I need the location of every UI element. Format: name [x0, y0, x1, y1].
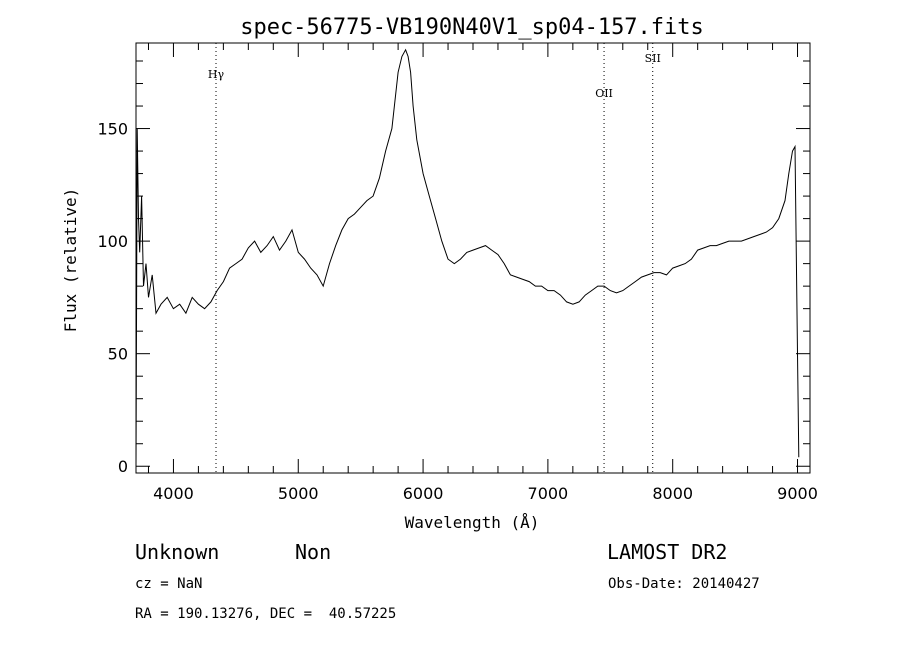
minor-ticks: [136, 43, 810, 473]
ra-dec: RA = 190.13276, DEC = 40.57225: [135, 606, 397, 622]
chart-title: spec-56775-VB190N40V1_sp04-157.fits: [240, 15, 704, 40]
y-tick-labels: 0 50 100 150: [97, 120, 128, 477]
y-tick-label: 100: [97, 232, 128, 251]
spectrum-line: [135, 48, 800, 467]
y-axis-label: Flux (relative): [61, 188, 80, 333]
x-tick-label: 8000: [652, 484, 693, 503]
x-tick-label: 7000: [528, 484, 569, 503]
major-ticks: [136, 43, 810, 473]
obs-date: Obs-Date: 20140427: [608, 576, 760, 592]
x-tick-label: 9000: [777, 484, 818, 503]
line-marker-label: OII: [595, 87, 613, 100]
x-tick-label: 6000: [403, 484, 444, 503]
plot-frame: [135, 42, 811, 474]
y-tick-label: 50: [108, 345, 128, 364]
x-axis-label: Wavelength (Å): [405, 513, 540, 532]
object-subclass: Non: [295, 540, 332, 564]
survey-name: LAMOST DR2: [607, 540, 728, 564]
redshift-cz: cz = NaN: [135, 576, 203, 592]
x-tick-label: 4000: [153, 484, 194, 503]
line-marker-label: SII: [645, 52, 661, 65]
x-tick-labels: 4000 5000 6000 7000 8000 9000: [153, 484, 818, 503]
y-tick-label: 0: [118, 457, 128, 476]
object-class: Unknown: [135, 540, 220, 564]
line-marker-label: Hγ: [208, 68, 225, 81]
x-tick-label: 5000: [278, 484, 319, 503]
emission-line-markers: Hγ OII SII: [208, 43, 661, 473]
y-tick-label: 150: [97, 120, 128, 139]
